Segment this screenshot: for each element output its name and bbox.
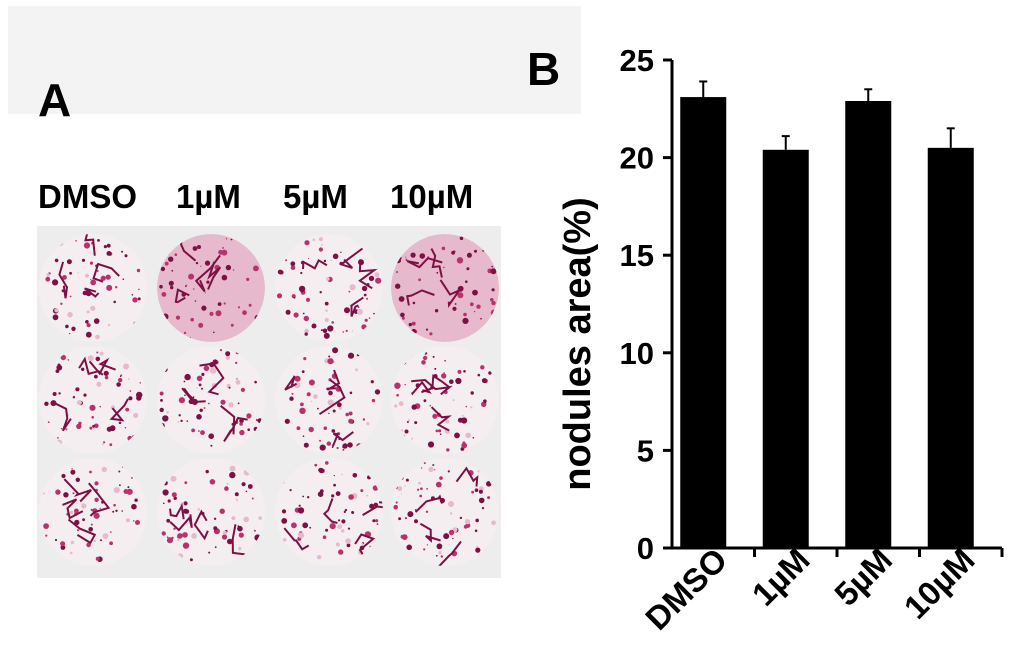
well-1-4	[391, 234, 499, 342]
well-plate	[37, 226, 501, 578]
bar-3	[927, 147, 974, 548]
x-tick-label-3: 10µM	[897, 541, 982, 626]
bar-2	[845, 100, 892, 548]
well-3-2	[157, 458, 265, 566]
y-tick-label-10: 10	[620, 336, 654, 371]
y-tick-label-0: 0	[637, 531, 654, 566]
y-tick-label-15: 15	[620, 238, 654, 273]
column-label-dmso: DMSO	[38, 178, 137, 215]
panel-a-header-background	[8, 6, 581, 114]
column-label-1um: 1µM	[176, 178, 241, 215]
y-tick-label-20: 20	[620, 141, 654, 176]
column-label-5um: 5µM	[283, 178, 348, 215]
panel-a-label: A	[38, 74, 72, 126]
y-tick-label-25: 25	[620, 43, 654, 78]
panel-b-label: B	[527, 43, 561, 95]
well-2-4	[391, 346, 499, 454]
column-label-10um: 10µM	[390, 178, 474, 215]
well-3-3	[275, 458, 383, 566]
y-axis-title: nodules area(%)	[557, 197, 599, 491]
well-1-3	[275, 234, 383, 342]
y-tick-label-5: 5	[637, 433, 654, 468]
well-2-3	[275, 346, 383, 454]
well-1-1	[39, 234, 147, 342]
bar-0	[680, 97, 727, 548]
well-3-1	[39, 458, 147, 566]
bar-1	[762, 149, 809, 549]
